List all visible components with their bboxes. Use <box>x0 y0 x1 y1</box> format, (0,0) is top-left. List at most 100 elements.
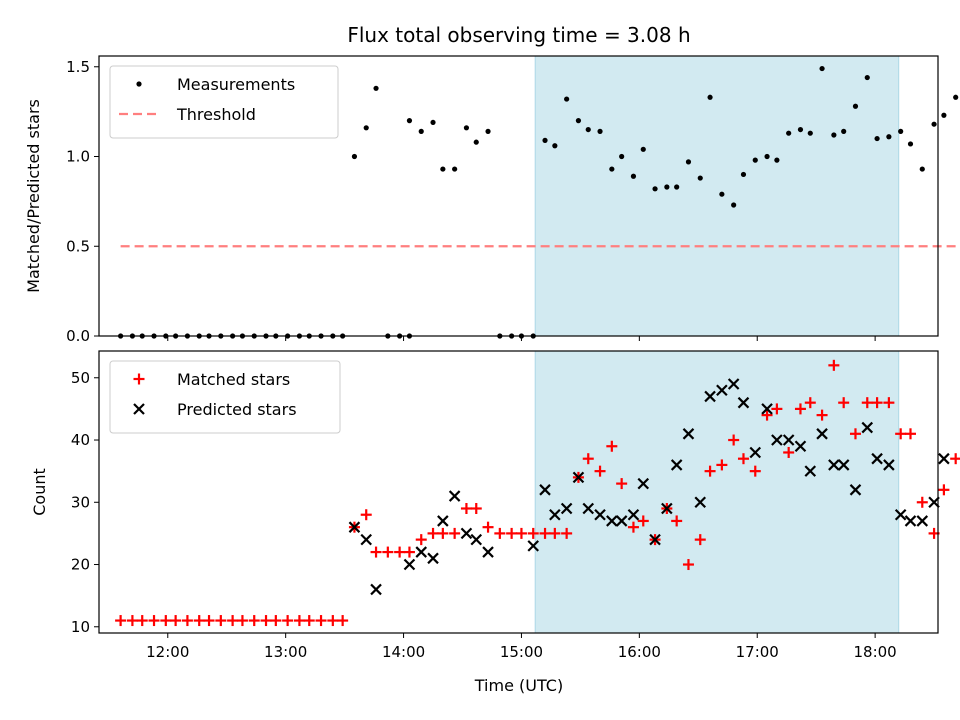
data-point <box>470 533 483 546</box>
data-point <box>871 397 883 409</box>
data-point <box>719 191 725 197</box>
data-point <box>950 453 960 465</box>
data-point <box>674 184 680 190</box>
data-point-b <box>403 558 416 571</box>
data-point <box>148 615 160 627</box>
data-point <box>919 166 925 172</box>
y-tick-label: 1.5 <box>66 58 90 76</box>
data-point <box>115 615 127 627</box>
y-tick-label: 30 <box>71 493 90 511</box>
data-point <box>898 128 904 134</box>
data-point <box>193 615 205 627</box>
data-point <box>771 434 783 446</box>
data-point <box>485 128 491 134</box>
data-point <box>852 103 859 109</box>
data-point-b <box>582 502 595 515</box>
observing-window-shade <box>534 350 900 634</box>
data-point-b <box>460 527 473 540</box>
legend: Measurements Threshold <box>109 65 339 139</box>
data-point-b <box>794 440 807 453</box>
data-point <box>594 508 606 521</box>
chart-title: Flux total observing time = 3.08 h <box>347 23 690 47</box>
data-point <box>861 421 874 434</box>
data-point <box>661 502 673 515</box>
data-point <box>282 615 294 627</box>
data-point <box>861 397 873 409</box>
data-point <box>527 527 539 539</box>
data-point <box>828 359 840 371</box>
data-point <box>370 546 382 558</box>
data-point <box>886 134 892 140</box>
data-point <box>351 153 358 160</box>
data-point <box>907 141 914 147</box>
data-point <box>236 615 248 627</box>
data-point <box>373 85 379 91</box>
data-point <box>394 546 406 558</box>
data-point <box>895 428 907 440</box>
data-point <box>227 615 239 627</box>
data-point-b <box>415 546 428 558</box>
data-point <box>716 384 728 396</box>
data-point <box>797 126 804 133</box>
data-point-b <box>816 428 828 440</box>
data-point-b <box>916 515 929 527</box>
data-point-b <box>527 540 540 552</box>
data-point <box>348 521 361 533</box>
data-point <box>260 615 272 627</box>
data-point <box>941 112 947 118</box>
data-point <box>938 452 950 465</box>
data-point-b <box>761 403 773 415</box>
data-point <box>460 527 473 540</box>
data-point <box>606 515 618 527</box>
data-point <box>427 552 439 565</box>
data-point <box>685 159 692 165</box>
data-point <box>731 202 737 208</box>
data-point <box>782 434 795 446</box>
data-point <box>561 527 573 539</box>
data-point-b <box>704 390 716 403</box>
data-point-b <box>894 508 907 521</box>
legend-label: Matched stars <box>177 370 290 389</box>
data-point <box>215 615 227 627</box>
data-point <box>248 615 260 627</box>
data-point <box>609 166 615 172</box>
data-point-b <box>448 490 461 502</box>
data-point <box>482 521 494 533</box>
data-point <box>560 502 573 515</box>
data-point <box>494 527 506 539</box>
data-point-b <box>938 452 950 465</box>
data-point <box>363 125 369 131</box>
data-point <box>727 378 740 390</box>
data-point <box>370 583 382 596</box>
data-point <box>804 465 817 477</box>
data-point <box>771 403 783 415</box>
data-point <box>539 527 551 539</box>
data-point-b <box>348 521 361 533</box>
data-point-b <box>606 515 618 527</box>
plot-frame <box>98 55 939 337</box>
data-point-b <box>470 533 483 546</box>
data-point <box>415 534 427 546</box>
data-point-b <box>828 459 840 471</box>
data-point <box>470 502 482 514</box>
data-point-b <box>749 446 762 459</box>
x-tick-label: 15:00 <box>500 643 543 661</box>
data-point <box>697 175 703 181</box>
data-point <box>403 558 416 571</box>
x-tick-label: 14:00 <box>382 643 425 661</box>
data-point <box>819 65 825 72</box>
data-point <box>515 527 527 539</box>
data-point-b <box>727 378 740 390</box>
data-point <box>136 615 148 627</box>
x-tick-label: 17:00 <box>736 643 779 661</box>
data-point <box>315 615 327 627</box>
data-point-b <box>549 508 561 521</box>
data-point <box>452 166 458 172</box>
data-point-b <box>871 452 883 465</box>
data-point <box>828 459 840 471</box>
legend-label: Threshold <box>176 105 256 124</box>
data-point <box>649 533 661 546</box>
data-point <box>761 409 773 421</box>
ratio-panel: 0.0 0.5 1.0 1.5 Matched/Predicted stars Measu… <box>24 55 959 345</box>
